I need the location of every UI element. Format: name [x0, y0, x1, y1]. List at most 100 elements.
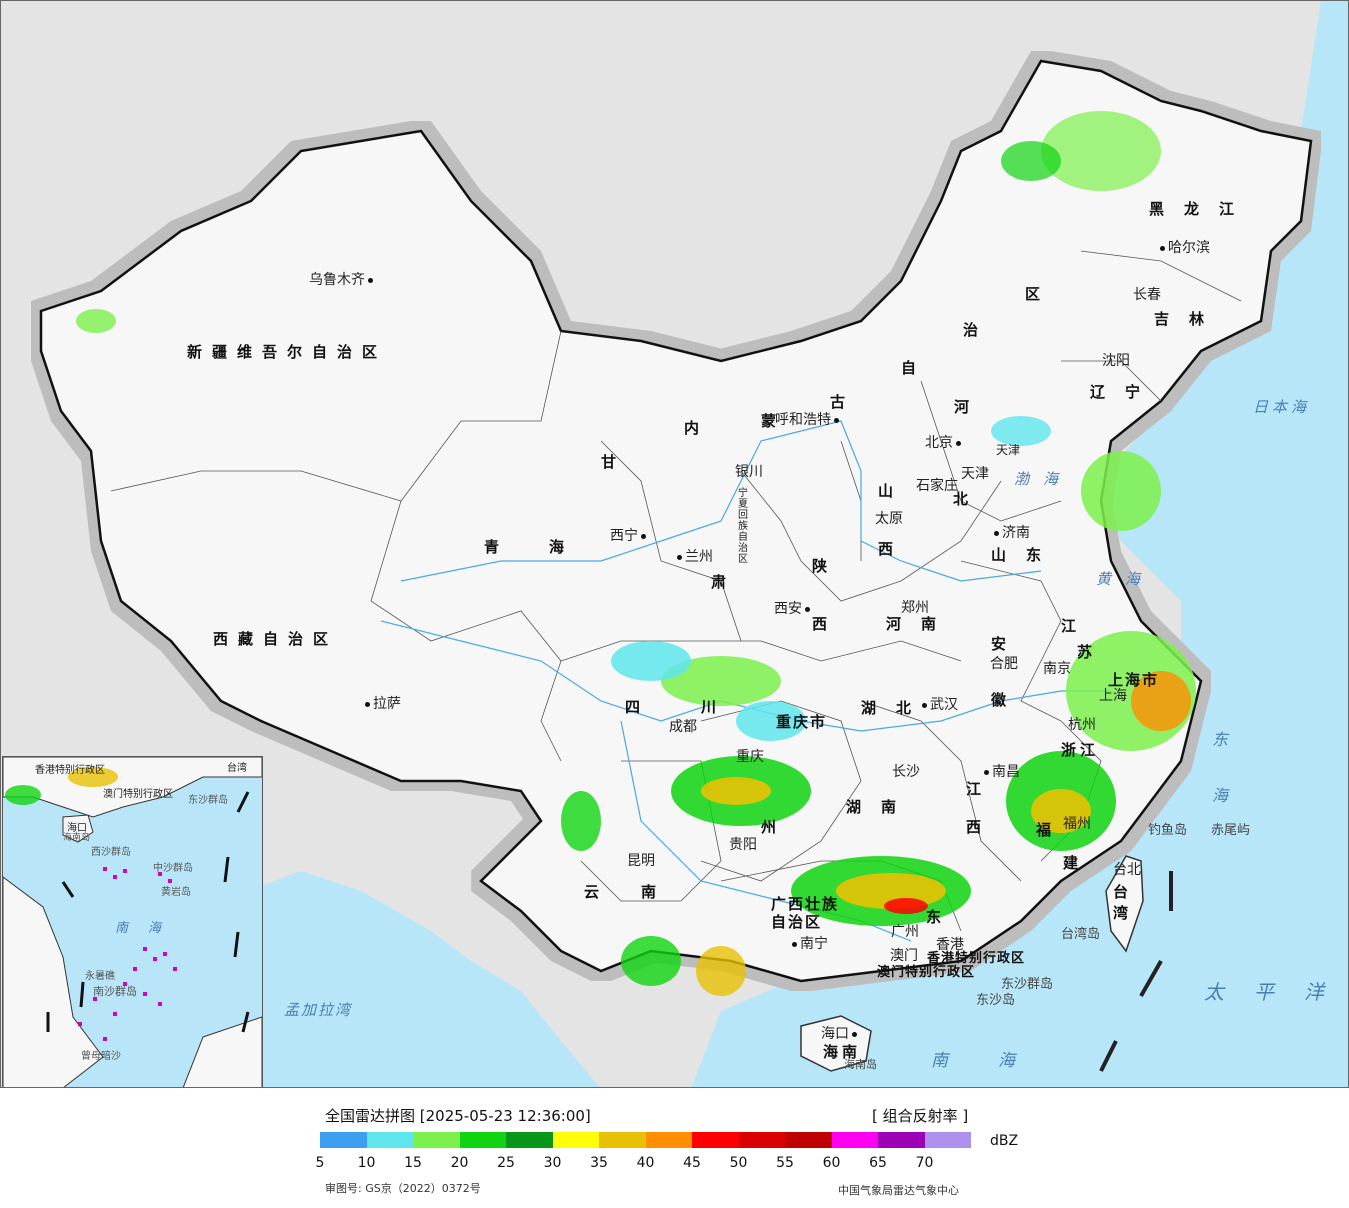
color-swatch: [785, 1132, 832, 1148]
city-changsha: 长沙: [892, 764, 920, 780]
city-zhengzhou: 郑州: [901, 600, 929, 616]
boundary-dashes: [1099, 871, 1173, 1072]
city-chengdu: 成都: [669, 719, 697, 735]
tick-label: 25: [497, 1155, 515, 1171]
inset-nansha: 南沙群岛: [93, 985, 137, 998]
inset-map: [3, 757, 262, 1087]
province-ningxia: 宁夏回族自治区: [738, 488, 748, 565]
island-chiwei: 赤尾屿: [1211, 823, 1251, 838]
province-neimenggu-3: 古: [830, 393, 856, 411]
tick-label: 10: [357, 1155, 376, 1171]
city-jinan: 济南: [991, 522, 1030, 542]
province-neimenggu-6: 区: [1025, 285, 1051, 303]
province-taiwan: 台湾: [1113, 883, 1129, 922]
color-swatch: [645, 1132, 692, 1148]
city-chongqing: 重庆: [736, 749, 764, 765]
province-shaanxi-2: 西: [812, 615, 838, 633]
island-taiwan: 台湾岛: [1061, 927, 1101, 942]
province-hebei-2: 北: [953, 490, 979, 508]
city-tianjin: 天津: [961, 466, 989, 482]
agency-name: 中国气象局雷达气象中心: [838, 1184, 959, 1197]
province-xinjiang: 新疆维吾尔自治区: [187, 343, 388, 361]
province-sichuan-1: 四: [625, 698, 651, 716]
province-heilongjiang: 黑龙江: [1149, 200, 1255, 218]
inset-huangyan: 黄岩岛: [161, 887, 191, 898]
province-henan: 河南: [886, 615, 957, 633]
province-jilin: 吉林: [1154, 310, 1225, 328]
city-yinchuan: 银川: [735, 464, 763, 480]
province-guizhou: 州: [761, 818, 787, 836]
inset-taiwan: 台湾: [227, 763, 247, 774]
tick-label: 20: [450, 1155, 469, 1171]
province-jiangsu-2: 苏: [1077, 643, 1103, 661]
color-swatch: [878, 1132, 925, 1148]
province-shanghai: 上海市: [1108, 671, 1160, 689]
province-gansu: 甘: [601, 453, 627, 471]
color-swatch: [924, 1132, 971, 1148]
province-neimenggu-1: 内: [684, 419, 710, 437]
city-haikou: 海口: [821, 1023, 860, 1043]
province-hubei: 湖北: [861, 699, 932, 717]
city-shijiazhuang: 石家庄: [916, 478, 958, 494]
province-jiangsu-1: 江: [1061, 617, 1087, 635]
province-gansu-2: 肃: [711, 573, 737, 591]
inset-yongshu: 永暑礁: [85, 971, 115, 982]
radar-map: 新疆维吾尔自治区 西藏自治区 青海 甘 肃 内 蒙 古 自 治 区 黑龙江 吉林…: [0, 0, 1349, 1088]
inset-haikou: 海口: [67, 823, 87, 834]
province-hainan: 海南: [823, 1043, 862, 1061]
island-diaoyu: 钓鱼岛: [1148, 823, 1188, 838]
city-beijing: 北京: [925, 432, 964, 452]
island-hainan: 海南岛: [844, 1058, 877, 1071]
province-hongkong: 香港特别行政区: [927, 951, 1026, 966]
tick-label: 15: [404, 1155, 422, 1171]
legend-unit: dBZ: [990, 1133, 1019, 1149]
city-nanjing: 南京: [1043, 661, 1071, 677]
city-lanzhou: 兰州: [674, 546, 713, 566]
province-neimenggu-5: 治: [963, 321, 989, 339]
province-qinghai: 青海: [484, 538, 615, 556]
color-scale-bar: [320, 1132, 971, 1148]
city-nanning: 南宁: [789, 933, 828, 953]
tick-label: 40: [636, 1155, 655, 1171]
city-macau: 澳门: [890, 948, 918, 964]
province-yunnan-1: 云: [584, 883, 610, 901]
inset-xisha: 西沙群岛: [91, 847, 131, 858]
city-lhasa: 拉萨: [362, 693, 401, 713]
tick-label: 45: [683, 1155, 701, 1171]
inset-zengmu: 曾母暗沙: [81, 1051, 121, 1062]
city-changchun: 长春: [1133, 287, 1161, 303]
tick-label: 60: [822, 1155, 841, 1171]
city-taiyuan: 太原: [875, 511, 903, 527]
sea-bengal: 孟加拉湾: [284, 1001, 353, 1019]
province-liaoning: 辽宁: [1090, 383, 1161, 401]
province-fujian-2: 建: [1063, 854, 1089, 872]
city-hohhot: 呼和浩特: [775, 409, 842, 429]
city-guangzhou: 广州: [891, 924, 919, 940]
city-nanchang: 南昌: [981, 761, 1020, 781]
color-swatch: [692, 1132, 739, 1148]
tick-label: 55: [776, 1155, 794, 1171]
city-urumqi: 乌鲁木齐: [309, 269, 376, 289]
legend-product: [ 组合反射率 ]: [872, 1107, 969, 1125]
color-swatch: [599, 1132, 646, 1148]
inset-south-sea: 南海: [115, 921, 182, 936]
city-wuhan: 武汉: [919, 694, 958, 714]
province-neimenggu-4: 自: [901, 359, 927, 377]
province-jiangxi-2: 西: [966, 818, 992, 836]
color-swatch: [552, 1132, 599, 1148]
city-shenyang: 沈阳: [1102, 353, 1130, 369]
sea-pacific: 太平洋: [1204, 980, 1349, 1004]
inset-zhongsha: 中沙群岛: [153, 863, 193, 874]
tick-label: 50: [729, 1155, 748, 1171]
province-jiangxi-1: 江: [966, 780, 992, 798]
province-guangxi-2: 自治区: [771, 913, 823, 931]
province-shaanxi-1: 陕: [812, 557, 838, 575]
bay-of-bengal: [161, 871, 600, 1087]
legend: 全国雷达拼图 [2025-05-23 12:36:00] [ 组合反射率 ] 5…: [0, 1088, 1349, 1208]
province-chongqing: 重庆市: [776, 713, 828, 731]
province-shanxi-2: 西: [878, 540, 904, 558]
province-shanxi-1: 山: [878, 482, 904, 500]
city-guiyang: 贵阳: [729, 837, 757, 853]
city-kunming: 昆明: [627, 853, 655, 869]
color-swatch: [413, 1132, 460, 1148]
